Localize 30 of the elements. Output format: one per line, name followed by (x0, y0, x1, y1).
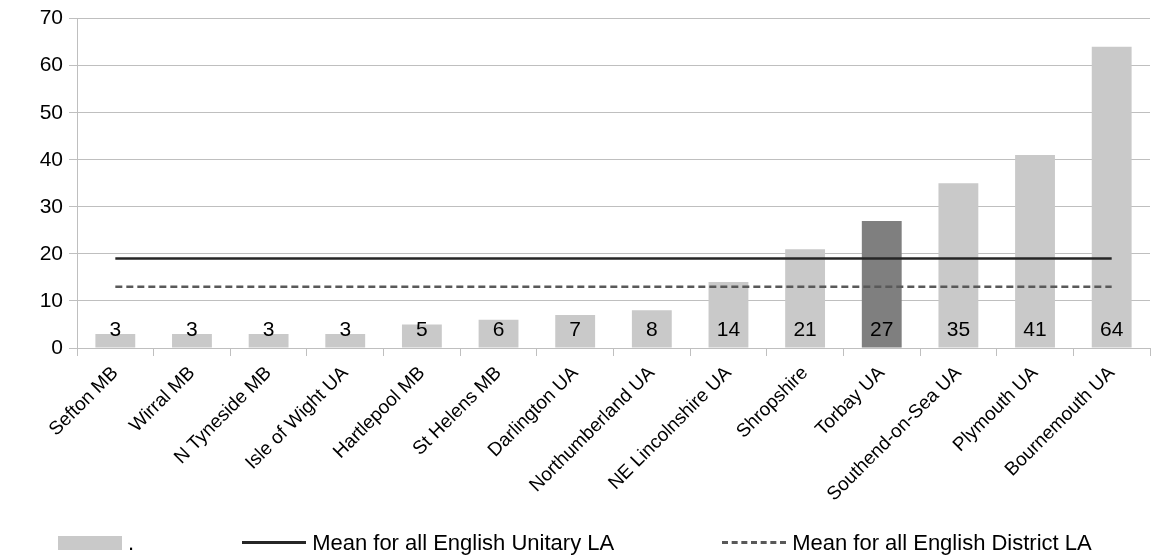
y-tick-label: 30 (39, 193, 63, 217)
data-label: 27 (870, 316, 894, 340)
data-label: 35 (946, 316, 971, 340)
data-label: 3 (339, 316, 352, 340)
data-label: 3 (262, 316, 275, 340)
bar (478, 319, 519, 348)
data-label: 6 (492, 316, 505, 340)
y-tick-label: 20 (39, 240, 63, 264)
bar (631, 310, 672, 348)
bar (401, 324, 442, 348)
data-label: 64 (1100, 316, 1124, 340)
data-label: 41 (1023, 316, 1047, 340)
legend-label: Mean for all English District LA (792, 529, 1092, 556)
legend-label: . (128, 529, 135, 556)
data-label: 3 (186, 316, 198, 340)
data-label: 3 (109, 316, 122, 340)
data-label: 8 (645, 316, 658, 340)
data-label: 5 (416, 316, 428, 340)
y-tick-label: 0 (51, 334, 63, 358)
y-tick-label: 50 (39, 99, 63, 123)
data-label: 21 (793, 316, 817, 340)
y-tick-label: 70 (39, 5, 63, 29)
bar (555, 315, 596, 348)
bar (861, 220, 902, 348)
data-label: 7 (569, 316, 582, 340)
data-label: 14 (716, 316, 741, 340)
y-tick-label: 40 (39, 146, 63, 170)
y-tick-label: 10 (39, 287, 63, 311)
legend-label: Mean for all English Unitary LA (312, 529, 615, 556)
y-tick-label: 60 (39, 52, 63, 76)
